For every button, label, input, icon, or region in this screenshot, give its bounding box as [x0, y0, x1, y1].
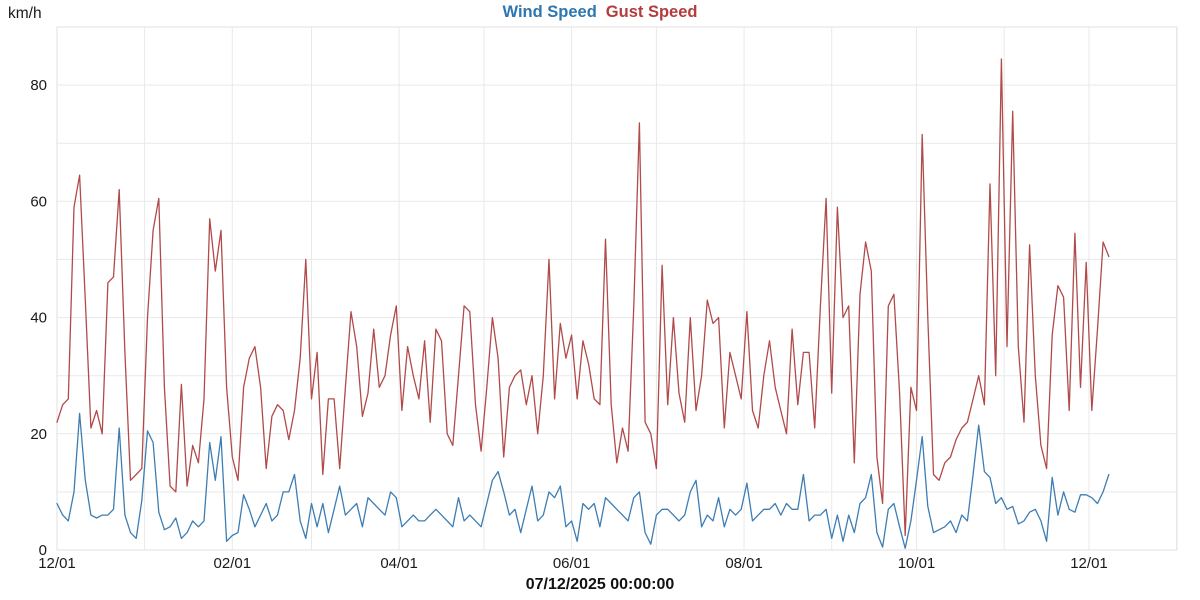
y-tick-label: 0 [39, 542, 47, 559]
x-tick-label: 12/01 [1070, 555, 1108, 572]
x-tick-label: 06/01 [553, 555, 591, 572]
legend-wind-speed[interactable]: Wind Speed [502, 3, 597, 21]
x-tick-label: 08/01 [725, 555, 763, 572]
y-tick-label: 20 [30, 426, 47, 443]
x-tick-label: 04/01 [380, 555, 418, 572]
legend-gust-speed[interactable]: Gust Speed [605, 3, 698, 21]
wind-speed-line [56, 412, 1110, 549]
y-tick-label: 40 [30, 310, 47, 327]
plot-border [56, 26, 1178, 551]
x-axis-end-timestamp: 07/12/2025 00:00:00 [525, 576, 675, 593]
x-tick-label: 02/01 [214, 555, 252, 572]
x-tick-label: 10/01 [898, 555, 936, 572]
y-tick-label: 60 [30, 193, 47, 210]
gust-speed-line [56, 58, 1110, 537]
y-axis-unit-label: km/h [8, 5, 42, 22]
x-tick-label: 12/01 [38, 555, 76, 572]
chart-title: Wind Speed Gust Speed [0, 3, 1200, 22]
y-tick-label: 80 [30, 77, 47, 94]
